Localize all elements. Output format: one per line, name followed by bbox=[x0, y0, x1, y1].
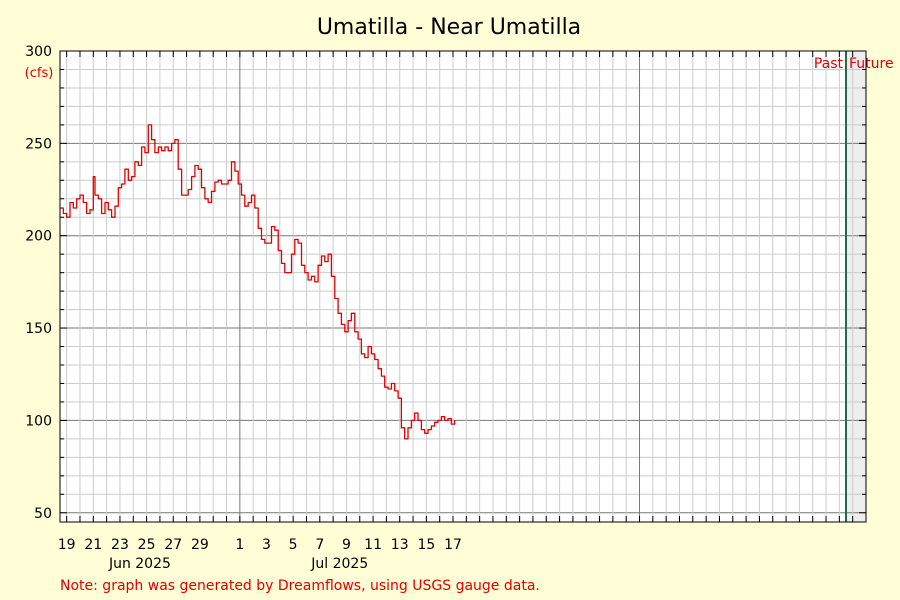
y-axis-labels: 50 100 150 200 250 300 bbox=[25, 44, 52, 522]
x-tick-label: 9 bbox=[342, 537, 351, 553]
x-tick-label: 11 bbox=[364, 537, 382, 553]
future-label: Future bbox=[849, 56, 894, 72]
past-label: Past bbox=[814, 56, 844, 72]
y-tick-label: 100 bbox=[25, 413, 52, 429]
x-tick-label: 27 bbox=[164, 537, 182, 553]
source-note: Note: graph was generated by Dreamflows,… bbox=[60, 578, 540, 594]
future-region bbox=[846, 51, 866, 522]
x-tick-label: 5 bbox=[289, 537, 298, 553]
x-tick-label: 17 bbox=[444, 537, 462, 553]
x-tick-label: 3 bbox=[262, 537, 271, 553]
grid bbox=[60, 50, 867, 522]
y-tick-label: 250 bbox=[25, 136, 52, 152]
x-tick-label: 19 bbox=[58, 537, 76, 553]
x-tick-label: 13 bbox=[391, 537, 409, 553]
plot-frame bbox=[59, 50, 867, 523]
x-tick-label: 1 bbox=[235, 537, 244, 553]
y-tick-label: 300 bbox=[25, 44, 52, 60]
x-tick-label: 29 bbox=[191, 537, 209, 553]
y-tick-label: 150 bbox=[25, 321, 52, 337]
y-tick-label: 50 bbox=[34, 506, 52, 522]
x-tick-label: 25 bbox=[138, 537, 156, 553]
series-line-flow bbox=[60, 124, 456, 440]
chart-title: Umatilla - Near Umatilla bbox=[317, 15, 581, 40]
y-unit-label: (cfs) bbox=[25, 66, 54, 81]
x-tick-label: 23 bbox=[111, 537, 129, 553]
x-tick-label: 7 bbox=[315, 537, 324, 553]
x-tick-label: 21 bbox=[84, 537, 102, 553]
plot-area bbox=[60, 51, 866, 522]
x-tick-label: 15 bbox=[417, 537, 435, 553]
x-month-label: Jun 2025 bbox=[108, 556, 171, 572]
x-month-label: Jul 2025 bbox=[310, 556, 368, 572]
y-tick-label: 200 bbox=[25, 229, 52, 245]
